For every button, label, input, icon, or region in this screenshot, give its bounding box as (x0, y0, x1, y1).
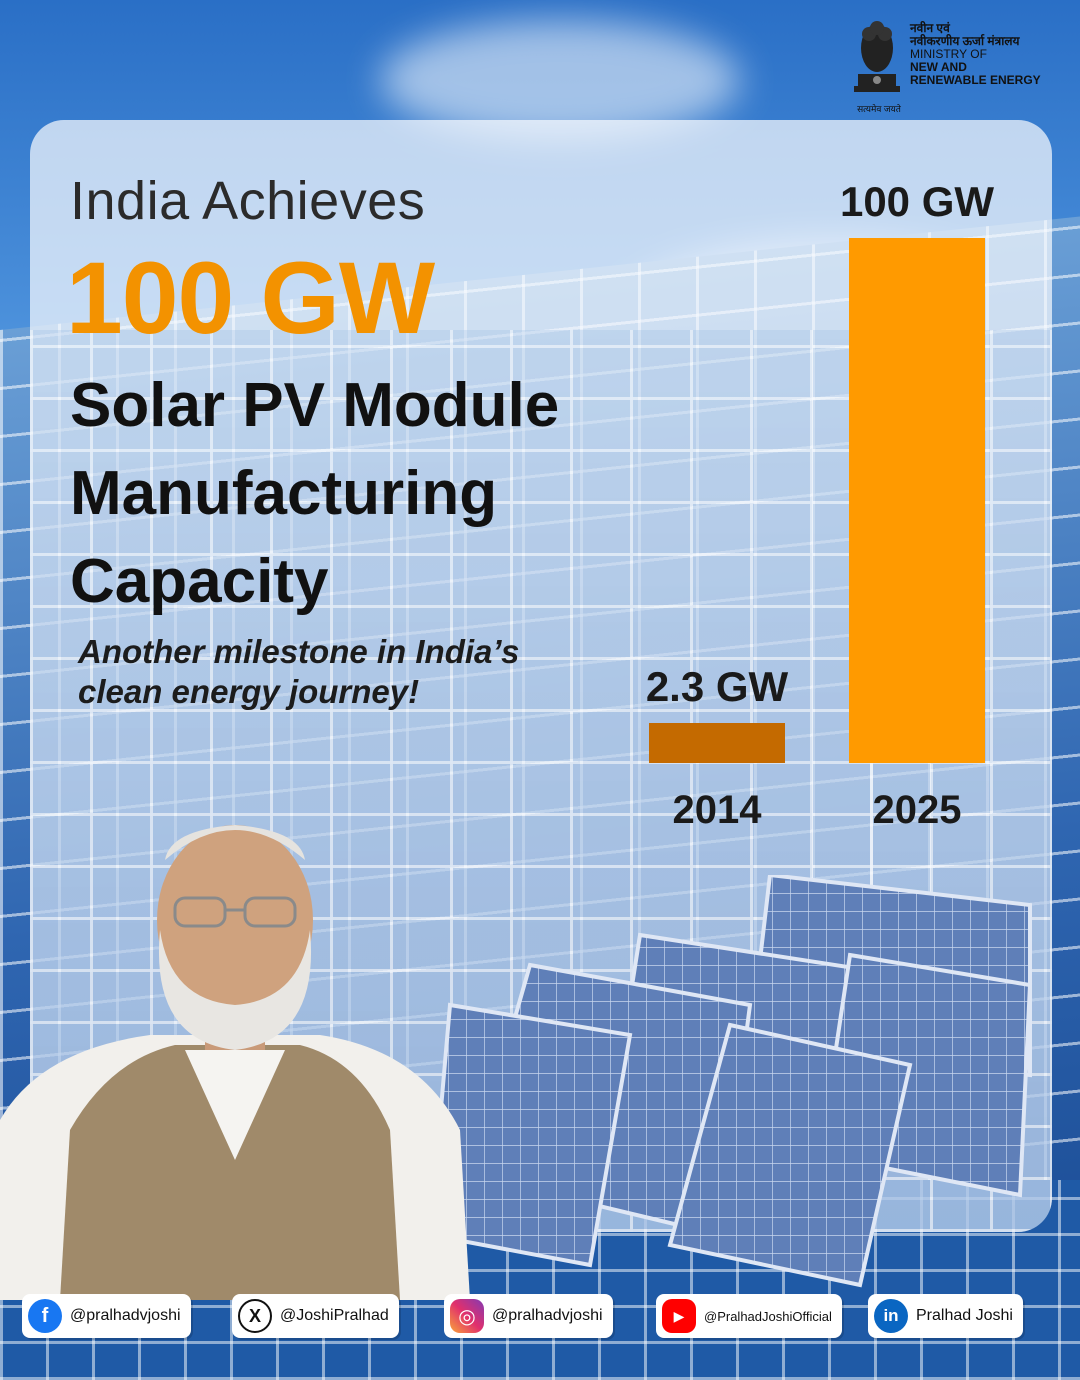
bar-2014 (649, 723, 785, 763)
instagram-icon: ◎ (450, 1299, 484, 1333)
person-photo (0, 825, 470, 1300)
facebook-icon: f (28, 1299, 62, 1333)
headline-pre: India Achieves (70, 171, 426, 231)
ministry-logo: सत्यमेव जयते नवीन एवं नवीकरणीय ऊर्जा मंत… (850, 18, 1060, 114)
ministry-name: नवीन एवं नवीकरणीय ऊर्जा मंत्रालय MINISTR… (910, 22, 1041, 87)
capacity-bar-chart: 2.3 GW 2014 100 GW 2025 (646, 178, 995, 832)
ministry-hindi-line1: नवीन एवं (910, 21, 950, 35)
facebook-handle-text: @pralhadvjoshi (70, 1307, 181, 1324)
headline-main-line3: Capacity (70, 547, 329, 616)
bar-2025 (849, 238, 985, 763)
linkedin-handle[interactable]: in Pralhad Joshi (868, 1294, 1023, 1338)
headline-big-number: 100 GW (66, 241, 435, 355)
instagram-handle[interactable]: ◎ @pralhadvjoshi (444, 1294, 613, 1338)
ministry-hindi-line2: नवीकरणीय ऊर्जा मंत्रालय (910, 34, 1020, 48)
data-label-2025: 100 GW (840, 178, 994, 225)
category-label-2014: 2014 (673, 788, 763, 832)
subtitle-line1: Another milestone in India’s (78, 633, 520, 670)
facebook-handle[interactable]: f @pralhadvjoshi (22, 1294, 191, 1338)
headline-main: Solar PV Module Manufacturing Capacity (70, 362, 640, 626)
headline-subtitle: Another milestone in India’s clean energ… (78, 632, 618, 712)
ministry-line2: NEW AND (910, 60, 967, 74)
ministry-line1: MINISTRY OF (910, 47, 987, 61)
x-handle-text: @JoshiPralhad (280, 1307, 389, 1324)
linkedin-icon: in (874, 1299, 908, 1333)
x-icon: X (238, 1299, 272, 1333)
linkedin-handle-text: Pralhad Joshi (916, 1307, 1013, 1324)
national-emblem-icon (854, 21, 900, 92)
headline-main-line2: Manufacturing (70, 459, 498, 528)
category-label-2025: 2025 (873, 788, 962, 832)
headline-main-line1: Solar PV Module (70, 371, 560, 440)
emblem-motto: सत्यमेव जयते (857, 104, 901, 114)
ministry-line3: RENEWABLE ENERGY (910, 73, 1041, 87)
youtube-icon: ▶ (662, 1299, 696, 1333)
x-handle[interactable]: X @JoshiPralhad (232, 1294, 399, 1338)
social-bar: f @pralhadvjoshi X @JoshiPralhad ◎ @pral… (0, 1290, 1080, 1350)
youtube-handle[interactable]: ▶ @PralhadJoshiOfficial (656, 1294, 842, 1338)
youtube-handle-text: @PralhadJoshiOfficial (704, 1308, 832, 1324)
instagram-handle-text: @pralhadvjoshi (492, 1307, 603, 1324)
solar-panels-illustration (430, 875, 1033, 1288)
subtitle-line2: clean energy journey! (78, 673, 420, 710)
data-label-2014: 2.3 GW (646, 663, 789, 710)
